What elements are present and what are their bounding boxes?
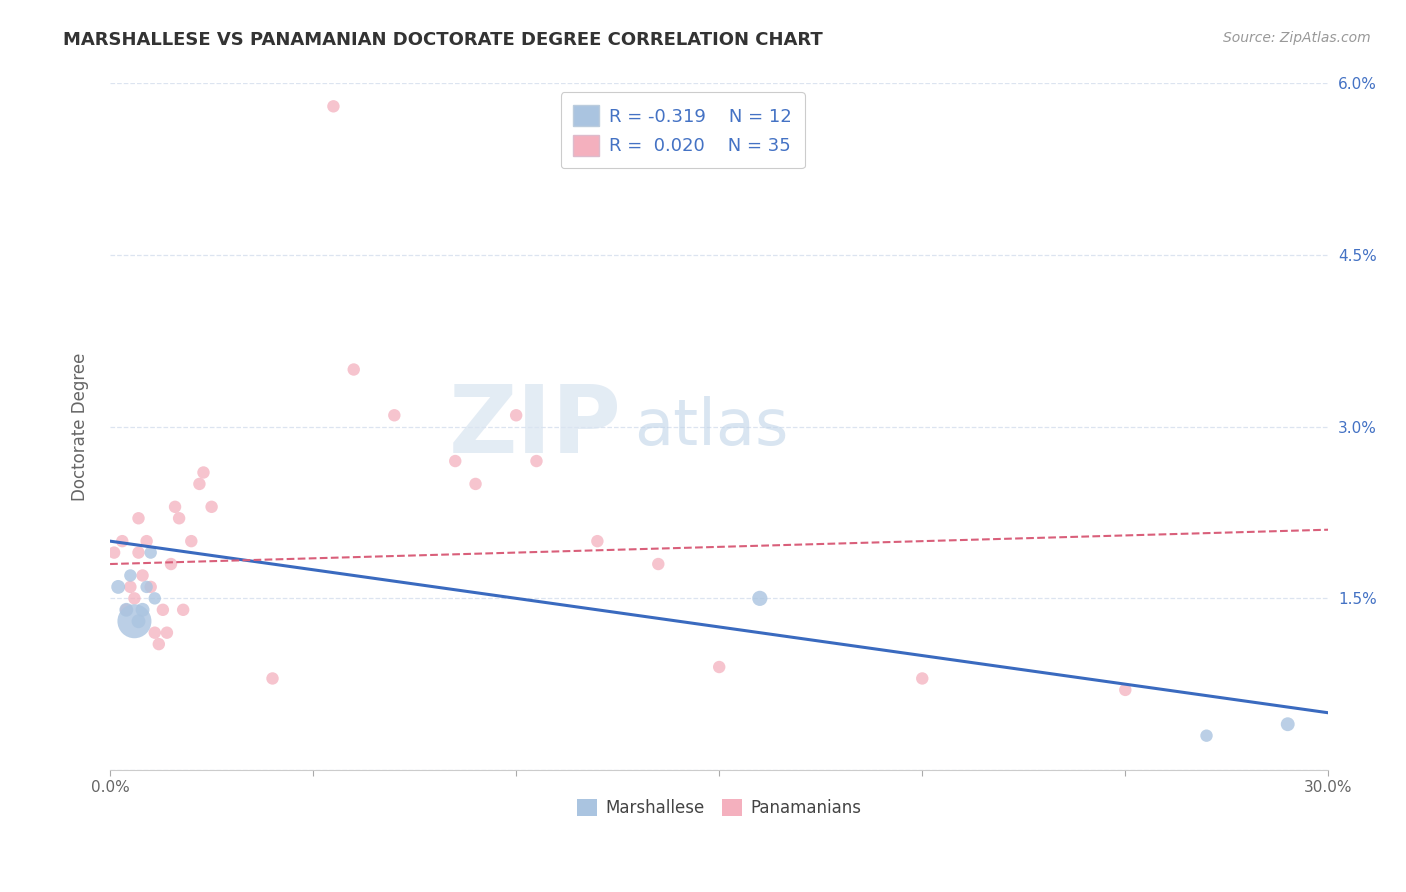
Point [148,637,170,651]
Point [748,591,770,606]
Point [143,625,166,640]
Point [139,545,162,559]
Point [526,454,548,468]
Point [103,545,125,559]
Point [115,603,138,617]
Point [128,511,150,525]
Point [188,477,211,491]
Point [382,409,405,423]
Point [167,511,190,525]
Point [180,534,202,549]
Point [200,500,222,514]
Point [193,466,215,480]
Point [143,591,166,606]
Point [911,672,934,686]
Point [139,580,162,594]
Point [1277,717,1299,731]
Point [128,614,150,628]
Text: ZIP: ZIP [449,381,621,473]
Text: Source: ZipAtlas.com: Source: ZipAtlas.com [1223,31,1371,45]
Point [152,603,174,617]
Text: MARSHALLESE VS PANAMANIAN DOCTORATE DEGREE CORRELATION CHART: MARSHALLESE VS PANAMANIAN DOCTORATE DEGR… [63,31,823,49]
Point [1195,729,1218,743]
Point [115,603,138,617]
Point [120,580,142,594]
Point [156,625,179,640]
Point [111,534,134,549]
Point [505,409,527,423]
Point [120,568,142,582]
Point [124,591,146,606]
Point [131,568,153,582]
Point [107,580,129,594]
Point [128,545,150,559]
Legend: Marshallese, Panamanians: Marshallese, Panamanians [571,792,868,823]
Point [709,660,731,674]
Point [172,603,194,617]
Y-axis label: Doctorate Degree: Doctorate Degree [72,352,89,501]
Point [160,557,183,571]
Point [464,477,486,491]
Point [1114,682,1136,697]
Text: atlas: atlas [634,396,789,458]
Point [647,557,669,571]
Point [322,99,344,113]
Point [124,614,146,628]
Point [262,672,284,686]
Point [135,580,157,594]
Point [135,534,157,549]
Point [586,534,609,549]
Point [444,454,467,468]
Point [131,603,153,617]
Point [165,500,187,514]
Point [343,362,366,376]
